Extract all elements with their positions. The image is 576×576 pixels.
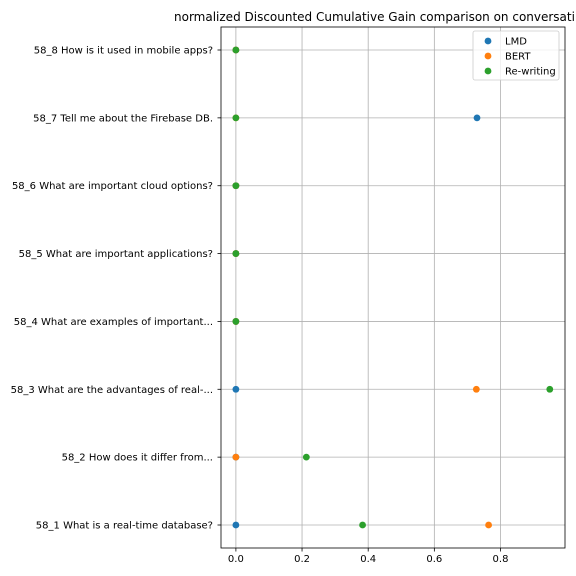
legend-label: BERT	[505, 52, 531, 63]
y-tick-label: 58_7 Tell me about the Firebase DB.	[33, 113, 213, 124]
y-axis: 58_1 What is a real-time database? 58_2 H…	[11, 46, 221, 532]
x-tick-label: 0.8	[493, 554, 509, 565]
legend-box	[472, 30, 560, 81]
y-tick-label: 58_8 How is it used in mobile apps?	[34, 46, 213, 57]
legend-marker	[484, 37, 492, 45]
legend-marker	[484, 67, 492, 75]
x-tick-label: 0.4	[360, 554, 376, 565]
point-lmd	[473, 114, 481, 122]
point-lmd	[232, 385, 240, 393]
point-lmd	[232, 521, 240, 529]
x-tick-label: 0.6	[426, 554, 442, 565]
point-re-writing	[359, 521, 366, 529]
point-re-writing	[232, 114, 240, 122]
x-tick-label: 0.2	[294, 554, 310, 565]
legend-label: Re-writing	[505, 67, 556, 78]
legend: LMD BERT Re-writing	[472, 30, 560, 81]
point-bert	[485, 521, 492, 529]
legend-label: LMD	[505, 37, 527, 48]
point-bert	[232, 453, 240, 461]
y-tick-label: 58_5 What are important applications?	[19, 249, 213, 260]
scatter-points	[232, 46, 554, 529]
y-tick-label: 58_1 What is a real-time database?	[36, 521, 213, 532]
plot-frame	[220, 26, 566, 549]
point-re-writing	[232, 250, 240, 257]
point-re-writing	[302, 453, 310, 461]
x-axis: 0.0 0.2 0.4 0.6 0.8	[228, 548, 509, 565]
y-tick-label: 58_4 What are examples of important...	[14, 317, 213, 328]
y-tick-label: 58_2 How does it differ from...	[62, 453, 213, 464]
x-tick-label: 0.0	[228, 554, 244, 565]
y-tick-label: 58_6 What are important cloud options?	[12, 181, 213, 192]
point-bert	[472, 385, 480, 393]
y-tick-label: 58_3 What are the advantages of real-...	[11, 385, 213, 396]
legend-marker	[484, 52, 492, 60]
point-re-writing	[232, 318, 240, 325]
point-re-writing	[232, 182, 240, 190]
chart-title: normalized Discounted Cumulative Gain co…	[174, 10, 575, 24]
point-re-writing	[232, 46, 240, 54]
point-re-writing	[546, 385, 554, 393]
